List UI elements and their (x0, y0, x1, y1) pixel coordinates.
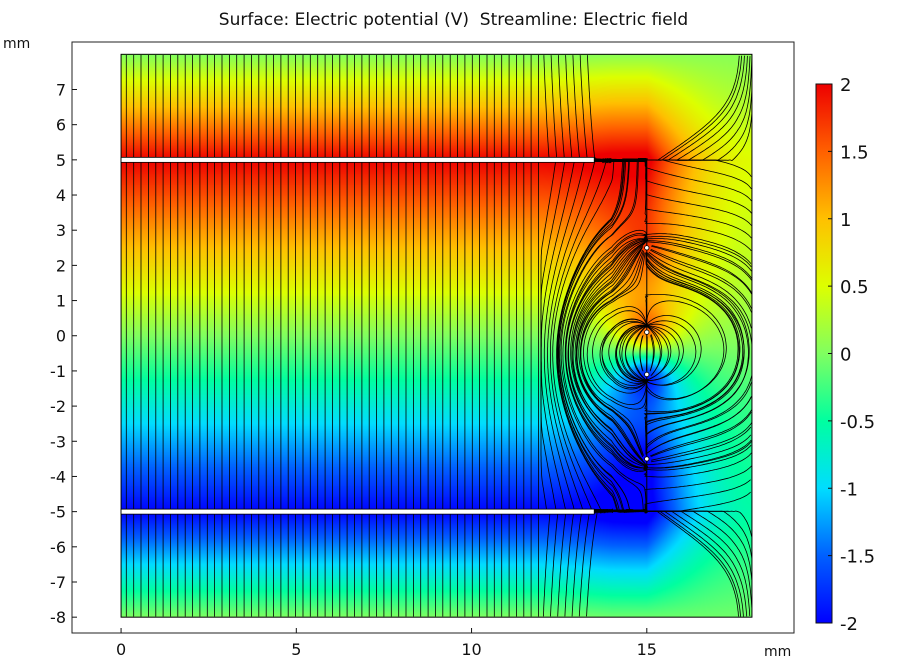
colorbar-tick-label-3: 0.5 (840, 277, 869, 298)
colorbar-tick-label-1: 1.5 (840, 142, 869, 163)
domain-outline (120, 53, 753, 618)
plot-title: Surface: Electric potential (V) Streamli… (218, 10, 689, 30)
colorbar-tick-label-5: -0.5 (840, 412, 875, 433)
streamline-302 (580, 249, 644, 456)
x-axis-unit: mm (764, 644, 791, 660)
streamline-207 (650, 411, 752, 457)
streamline-214 (643, 254, 740, 455)
streamline-243 (578, 249, 644, 457)
streamline-299 (649, 409, 752, 457)
streamline-215 (644, 252, 744, 455)
streamline-218 (650, 248, 752, 309)
colorbar-tick-label-4: 0 (840, 345, 851, 366)
x-axis: 0 5 10 15 (116, 628, 657, 659)
streamline-206 (651, 426, 752, 463)
y-tick-label-4: 3 (56, 221, 66, 240)
y-tick-label-5: 2 (56, 256, 66, 275)
x-tick-label-2: 10 (461, 640, 481, 659)
streamline-252 (580, 252, 645, 455)
y-tick-label-8: -1 (50, 362, 66, 381)
y-tick-label-14: -7 (50, 573, 66, 592)
streamline-262 (651, 245, 752, 295)
colorbar-tick-label-6: -1 (840, 479, 858, 500)
y-tick-label-2: 5 (56, 151, 66, 170)
streamline-209 (645, 375, 752, 455)
streamline-288 (649, 334, 655, 372)
y-tick-label-9: -2 (50, 397, 66, 416)
point-charge-3 (644, 456, 650, 462)
x-tick-label-3: 15 (637, 640, 657, 659)
y-tick-label-15: -8 (50, 608, 66, 627)
point-charge-1 (644, 329, 650, 335)
streamline-301 (645, 382, 752, 455)
streamline-203 (644, 465, 752, 513)
inner-boundary (594, 159, 648, 513)
streamline-219 (651, 245, 752, 294)
y-tick-label-13: -6 (50, 538, 66, 557)
streamline-217 (648, 251, 752, 329)
y-tick-label-11: -4 (50, 467, 66, 486)
y-tick-label-3: 4 (56, 186, 66, 205)
colorbar-tick-label-0: 2 (840, 75, 851, 96)
point-charge-2 (644, 371, 650, 378)
colorbar-tick-label-8: -2 (840, 614, 858, 635)
streamline-271 (644, 252, 745, 454)
streamline-200 (645, 510, 752, 537)
electrode-slit-0 (120, 156, 595, 163)
point-charge-0 (644, 245, 650, 251)
y-tick-label-6: 1 (56, 292, 66, 311)
y-tick-label-12: -5 (50, 503, 66, 522)
streamline-273 (650, 249, 752, 313)
y-axis-unit: mm (3, 36, 30, 52)
y-axis: 7 6 5 4 3 2 1 0 -1 -2 -3 -4 -5 -6 -7 -8 (50, 80, 77, 627)
point-charges (644, 245, 650, 462)
streamline-212 (644, 253, 741, 454)
electrode-geometry (120, 156, 648, 515)
y-tick-label-0: 7 (56, 80, 66, 99)
streamline-216 (645, 252, 749, 455)
streamline-211 (645, 253, 745, 455)
electrode-slit-1 (120, 508, 595, 515)
y-tick-label-10: -3 (50, 432, 66, 451)
y-tick-label-7: 0 (56, 327, 66, 346)
colorbar-ticks: 2 1.5 1 0.5 0 -0.5 -1 -1.5 -2 (828, 75, 875, 635)
x-tick-label-1: 5 (291, 640, 301, 659)
y-tick-label-1: 6 (56, 116, 66, 135)
streamline-300 (646, 396, 752, 454)
streamline-272 (647, 252, 752, 345)
colorbar-tick-label-2: 1 (840, 210, 851, 231)
streamline-298 (651, 422, 752, 461)
x-tick-label-0: 0 (116, 640, 126, 659)
streamline-290 (639, 335, 644, 372)
colorbar-tick-label-7: -1.5 (840, 547, 875, 568)
